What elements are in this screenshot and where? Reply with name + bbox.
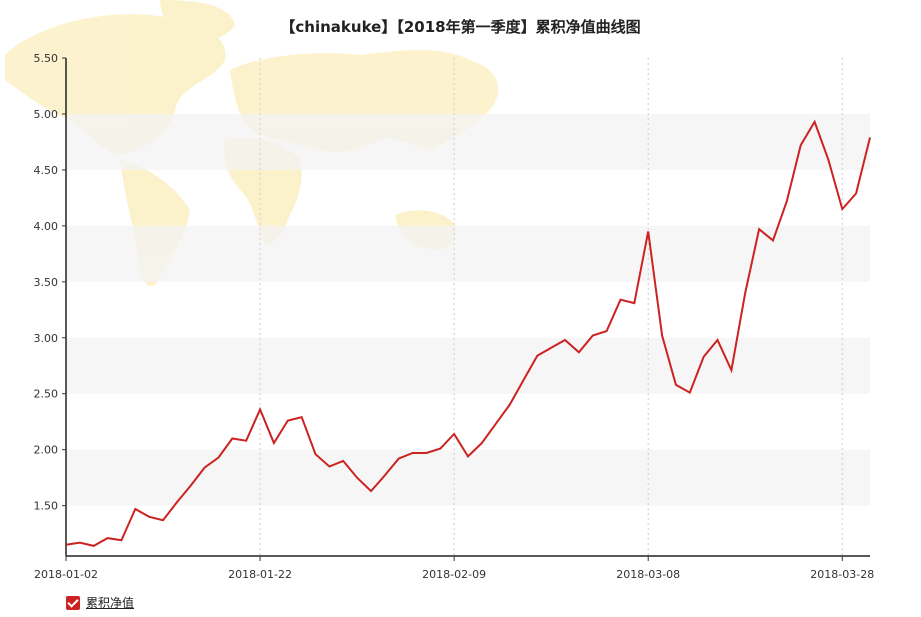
grid-band	[66, 449, 870, 506]
grid-bands	[66, 113, 870, 506]
legend-item[interactable]: 累积净值	[66, 594, 134, 611]
chart-title: 【chinakuke】【2018年第一季度】累积净值曲线图	[280, 18, 641, 36]
x-tick-label: 2018-03-08	[616, 568, 680, 581]
legend-label: 累积净值	[86, 596, 135, 610]
y-tick-label: 3.50	[34, 276, 59, 289]
grid-band	[66, 337, 870, 394]
y-tick-label: 1.50	[34, 500, 59, 513]
y-axis-ticks: 1.50 2.00 2.50 3.00 3.50 4.00 4.50 5.00 5.50	[34, 52, 66, 513]
x-axis-ticks: 2018-01-02 2018-01-22 2018-02-09 2018-03-08…	[34, 556, 874, 581]
x-tick-label: 2018-03-28	[810, 568, 874, 581]
series-line-net-value[interactable]	[65, 119, 871, 547]
grid-band	[66, 225, 870, 282]
axes	[65, 58, 870, 557]
y-tick-label: 5.00	[34, 108, 59, 121]
legend-checkbox-icon[interactable]	[66, 595, 80, 610]
y-tick-label: 4.50	[34, 164, 59, 177]
y-tick-label: 5.50	[34, 52, 59, 65]
y-tick-label: 2.50	[34, 388, 59, 401]
x-tick-label: 2018-01-02	[34, 568, 98, 581]
grid-band	[66, 113, 870, 170]
y-tick-label: 3.00	[34, 332, 59, 345]
y-tick-label: 2.00	[34, 444, 59, 457]
y-tick-label: 4.00	[34, 220, 59, 233]
x-tick-label: 2018-01-22	[228, 568, 292, 581]
x-tick-label: 2018-02-09	[422, 568, 486, 581]
